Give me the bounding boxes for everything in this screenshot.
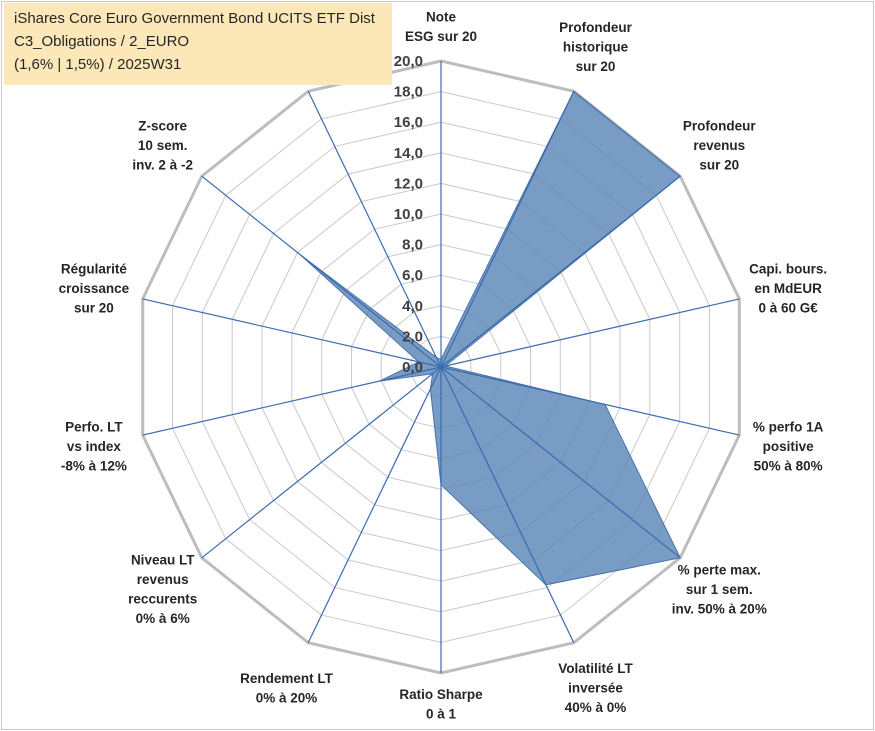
- axis-label: Note ESG sur 20: [405, 10, 477, 45]
- chart-title-line-3: (1,6% | 1,5%) / 2025W31: [14, 56, 182, 73]
- axis-spoke: [142, 298, 442, 368]
- axis-spoke: [201, 366, 442, 559]
- axis-label: Profondeur revenus sur 20: [683, 119, 756, 173]
- axis-label: Rendement LT 0% à 20%: [240, 671, 334, 706]
- axis-spoke: [201, 175, 442, 368]
- axis-spoke: [142, 366, 442, 436]
- axis-spoke: [307, 91, 442, 368]
- tick-label: 12,0: [394, 175, 423, 192]
- axis-label: Volatilité LT inversée 40% à 0%: [558, 661, 633, 715]
- radar-series-area: [299, 90, 681, 586]
- tick-label: 20,0: [394, 53, 423, 70]
- chart-title-line-2: C3_Obligations / 2_EURO: [14, 33, 190, 50]
- axis-label: Ratio Sharpe 0 à 1: [399, 687, 483, 722]
- tick-label: 0,0: [402, 359, 423, 376]
- axis-spoke: [440, 366, 681, 559]
- tick-label: 18,0: [394, 84, 423, 101]
- chart-title-line-1: iShares Core Euro Government Bond UCITS …: [14, 10, 375, 27]
- axis-label: % perte max. sur 1 sem. inv. 50% à 20%: [672, 563, 767, 617]
- axis-spoke: [307, 366, 442, 643]
- axis-label: Niveau LT revenus reccurents 0% à 6%: [128, 553, 197, 627]
- axis-spoke: [440, 298, 740, 368]
- tick-label: 2,0: [402, 328, 423, 345]
- chart-title-box: iShares Core Euro Government Bond UCITS …: [4, 3, 392, 85]
- axis-label: Profondeur historique sur 20: [559, 20, 632, 74]
- axis-spoke: [440, 366, 575, 643]
- tick-label: 6,0: [402, 267, 423, 284]
- axis-label: Perfo. LT vs index -8% à 12%: [61, 420, 127, 474]
- axis-spoke: [440, 175, 681, 368]
- axis-label: Z-score 10 sem. inv. 2 à -2: [132, 119, 193, 173]
- axis-label: Capi. bours. en MdEUR 0 à 60 G€: [749, 261, 827, 315]
- axis-label: Régularité croissance sur 20: [59, 261, 130, 315]
- axis-spoke: [440, 91, 575, 368]
- tick-label: 16,0: [394, 114, 423, 131]
- axis-spoke: [440, 366, 740, 436]
- tick-label: 14,0: [394, 145, 423, 162]
- tick-label: 10,0: [394, 206, 423, 223]
- tick-label: 8,0: [402, 237, 423, 254]
- tick-label: 4,0: [402, 298, 423, 315]
- axis-label: % perfo 1A positive 50% à 80%: [753, 420, 824, 474]
